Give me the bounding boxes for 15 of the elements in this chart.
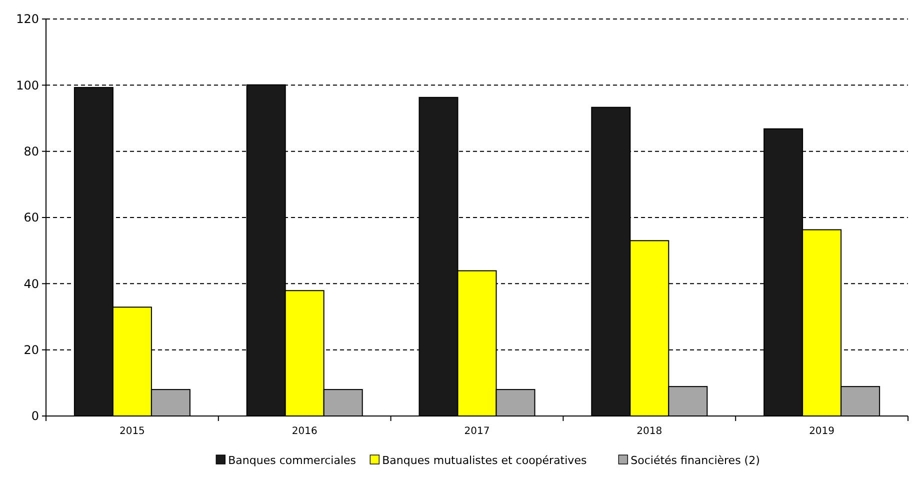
y-tick-label: 120 <box>16 12 39 26</box>
x-tick-label: 2019 <box>809 426 835 437</box>
y-tick-label: 100 <box>16 78 39 92</box>
y-tick-label: 60 <box>24 210 39 225</box>
x-tick-label: 2018 <box>636 426 662 437</box>
x-tick-label: 2017 <box>464 426 490 437</box>
y-tick-label: 40 <box>24 276 39 291</box>
x-tick-label: 2016 <box>292 426 318 437</box>
legend-label: Banques mutualistes et coopératives <box>382 454 587 467</box>
y-tick-label: 20 <box>24 343 39 358</box>
legend-label: Banques commerciales <box>228 454 356 467</box>
y-tick-label: 0 <box>31 409 39 424</box>
legend-label: Sociétés financières (2) <box>630 454 760 467</box>
x-tick-label: 2015 <box>119 426 145 437</box>
y-tick-label: 80 <box>24 144 39 159</box>
